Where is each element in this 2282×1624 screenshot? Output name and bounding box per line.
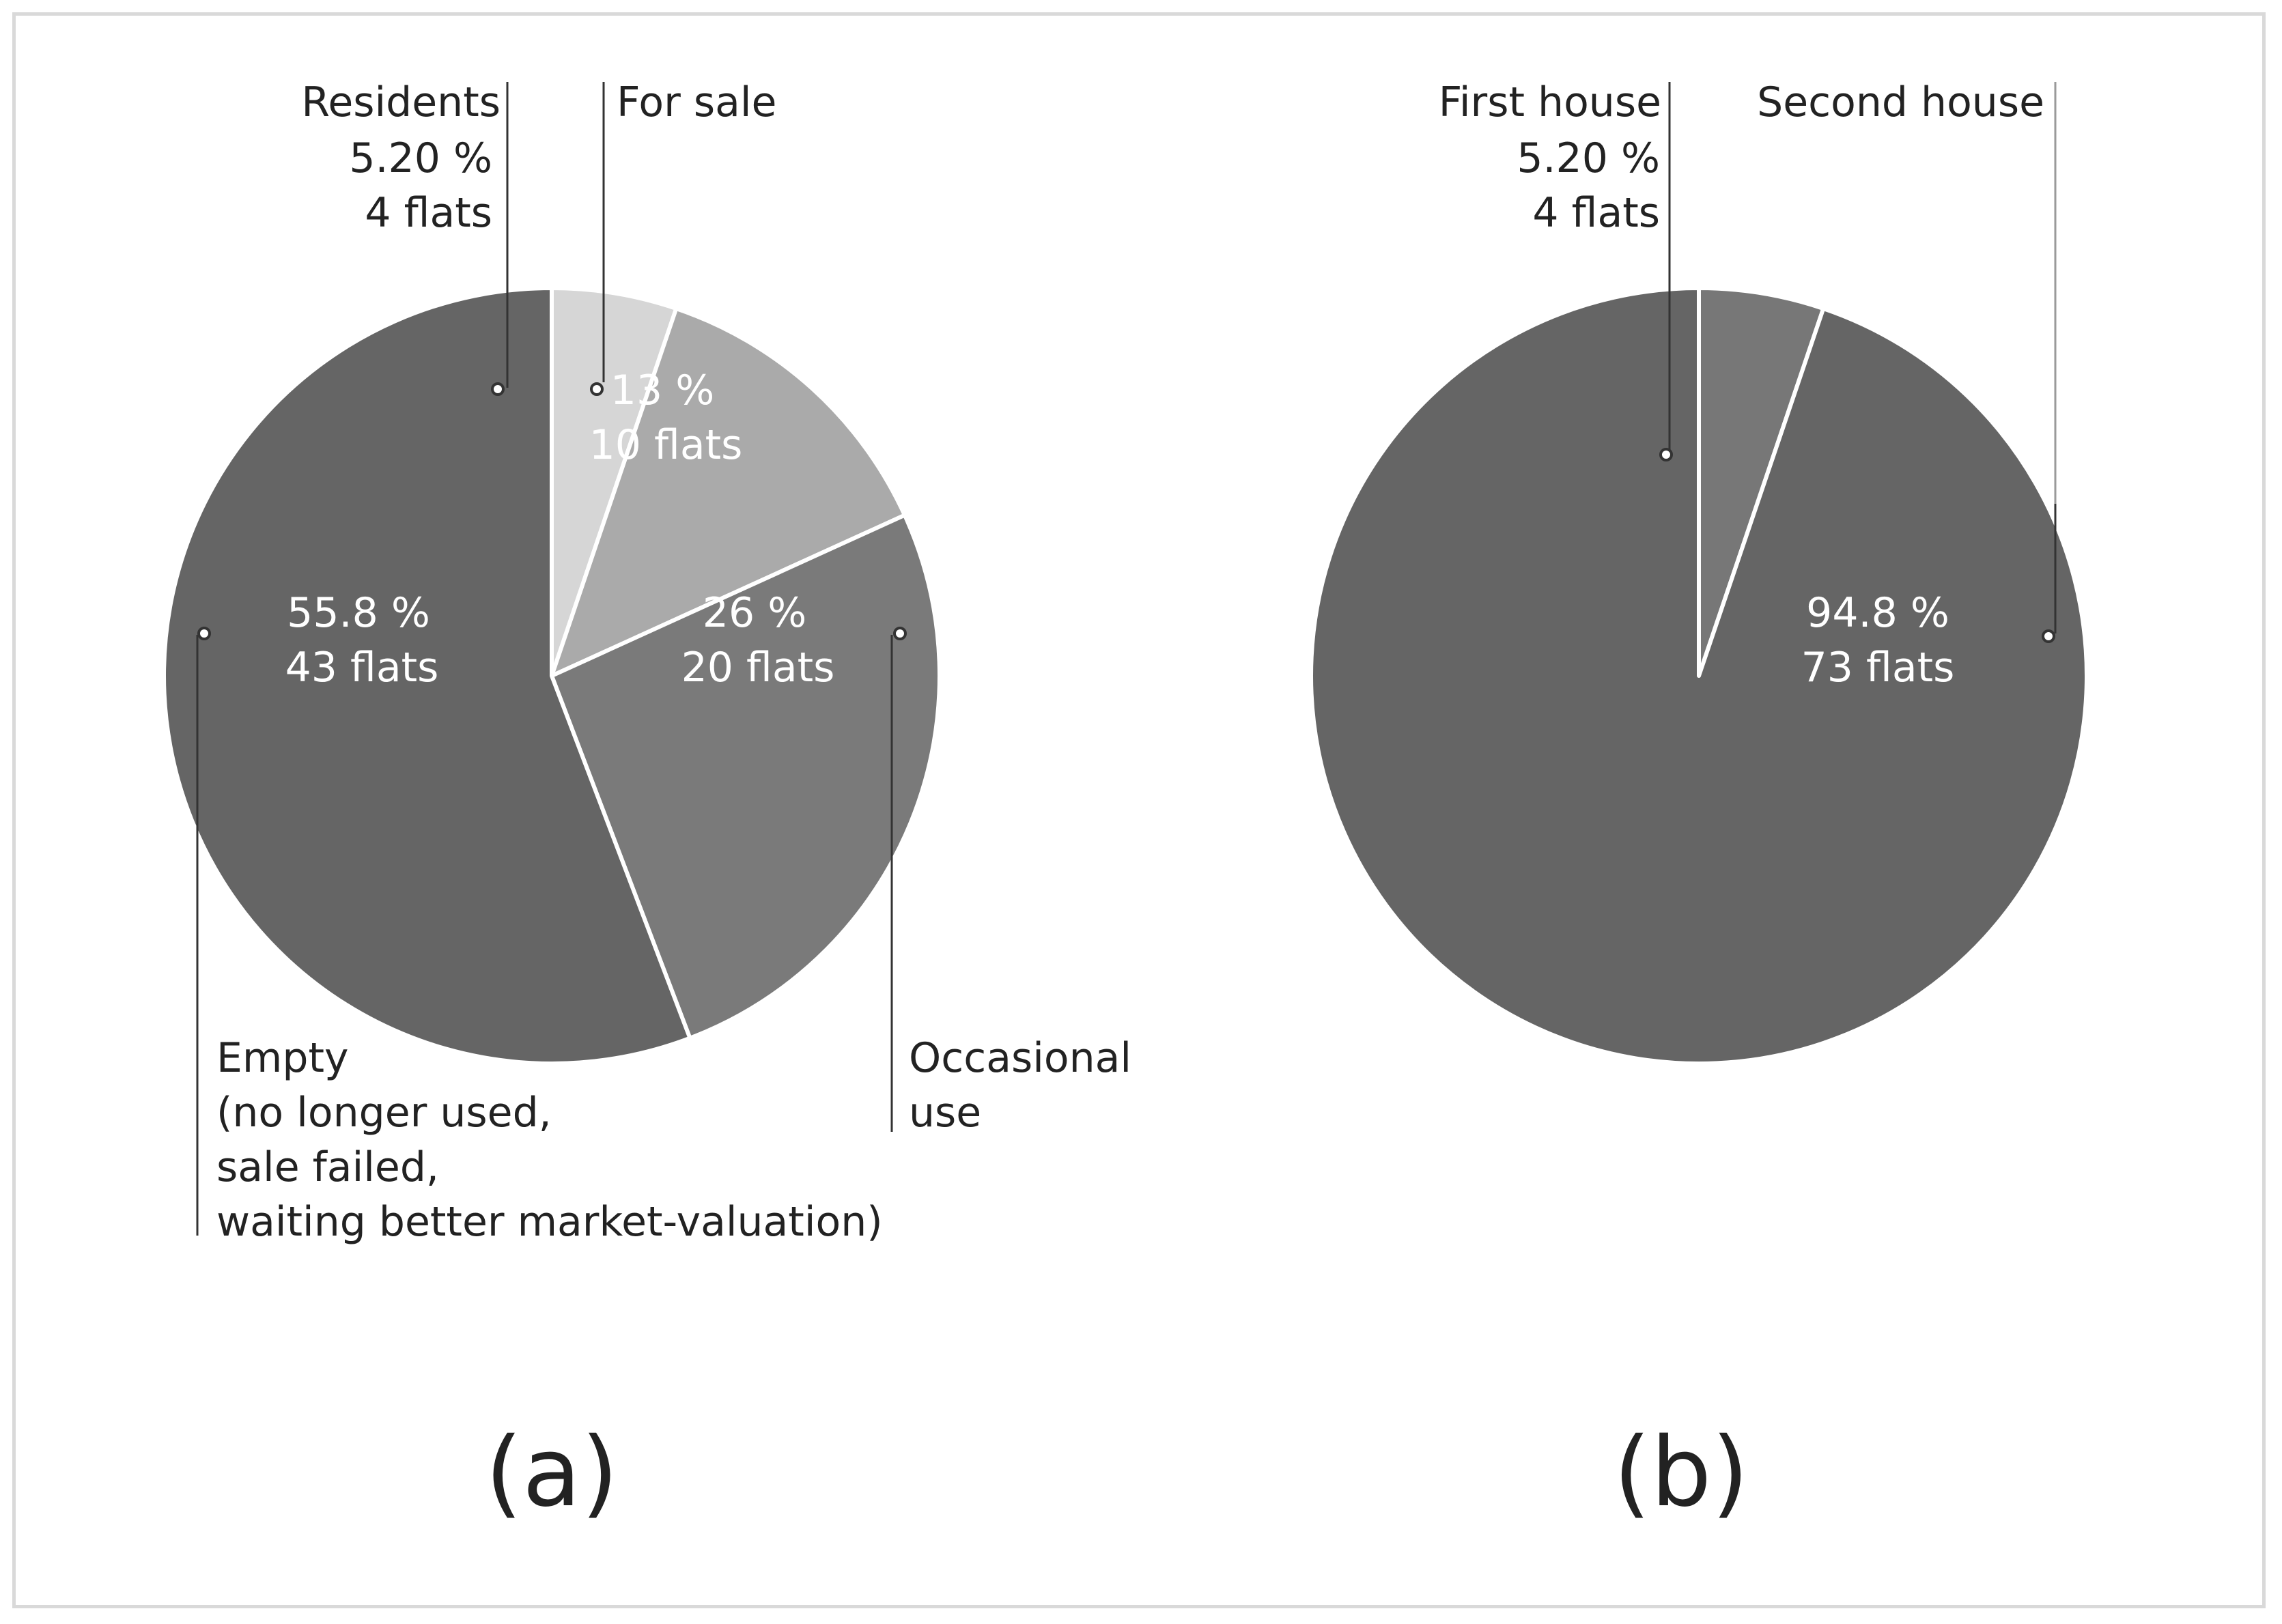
pie-a-slices xyxy=(162,286,942,1066)
for-sale-label: For sale xyxy=(617,79,776,126)
first-house-leader-dot xyxy=(1659,448,1673,461)
occasional-flats: 20 flats xyxy=(681,644,835,692)
second-house-flats: 73 flats xyxy=(1801,644,1955,692)
empty-label-line2: (no longer used, xyxy=(216,1089,552,1137)
occasional-percent: 26 % xyxy=(703,589,806,637)
pie-slice-for-sale xyxy=(550,307,907,678)
empty-label-line1: Empty xyxy=(216,1034,348,1082)
second-house-label: Second house xyxy=(1757,79,2044,126)
first-house-percent: 5.20 % xyxy=(1517,134,1660,182)
for-sale-leader-dot xyxy=(590,382,604,396)
pie-b-slices xyxy=(1309,286,2089,1066)
pie-slice-second-house xyxy=(1309,286,2089,1066)
pie-chart-a: Residents 5.20 % 4 flats For sale 13 % 1… xyxy=(162,79,1131,1528)
pie-slice-occasional xyxy=(550,513,942,1040)
for-sale-percent: 13 % xyxy=(610,367,714,414)
occasional-label-line1: Occasional xyxy=(909,1034,1131,1082)
panel-label-b: (b) xyxy=(1614,1417,1749,1528)
occasional-label-line2: use xyxy=(909,1089,981,1137)
first-house-label: First house xyxy=(1439,79,1661,126)
empty-label-line3: sale failed, xyxy=(216,1143,439,1191)
first-house-flats: 4 flats xyxy=(1532,189,1660,237)
residents-leader-dot xyxy=(491,382,505,396)
empty-percent: 55.8 % xyxy=(287,589,430,637)
empty-flats: 43 flats xyxy=(285,644,439,692)
empty-leader-dot xyxy=(197,627,211,640)
occasional-leader-dot xyxy=(893,627,907,640)
empty-label-line4: waiting better market-valuation) xyxy=(216,1198,883,1246)
pie-slice-empty xyxy=(162,286,692,1066)
second-house-percent: 94.8 % xyxy=(1806,589,1949,637)
residents-percent: 5.20 % xyxy=(349,134,492,182)
second-house-leader-dot xyxy=(2042,629,2055,643)
residents-label: Residents xyxy=(301,79,501,126)
panel-label-a: (a) xyxy=(485,1417,618,1528)
residents-flats: 4 flats xyxy=(365,189,492,237)
for-sale-flats: 10 flats xyxy=(589,421,743,469)
pie-chart-b: First house 5.20 % 4 flats Second house … xyxy=(1309,79,2089,1528)
